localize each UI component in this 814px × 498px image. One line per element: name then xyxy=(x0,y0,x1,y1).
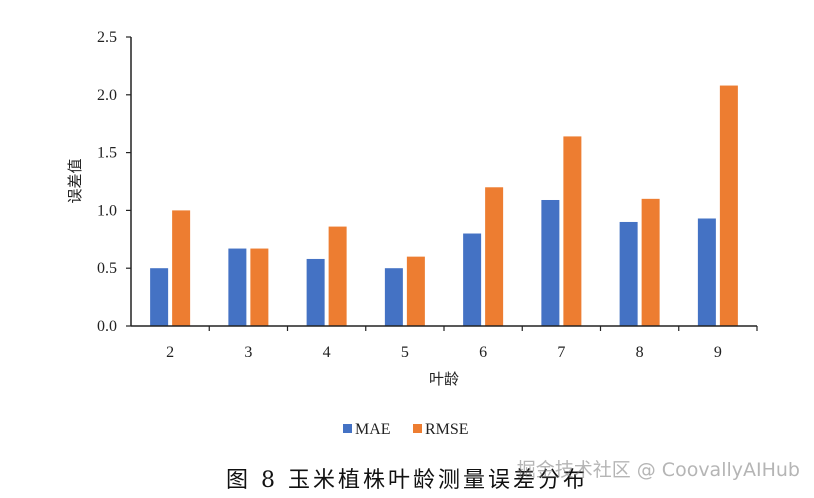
figure-caption: 图 8 玉米植株叶龄测量误差分布 xyxy=(226,468,588,493)
y-tick-label: 1.0 xyxy=(97,202,117,219)
legend-swatch-mae xyxy=(343,424,352,433)
y-tick-label: 1.5 xyxy=(97,145,117,162)
x-tick-label: 6 xyxy=(479,344,487,361)
watermark: 掘金技术社区 @ CoovallyAIHub xyxy=(516,459,800,481)
bar-rmse-7 xyxy=(563,136,582,326)
legend-swatch-rmse xyxy=(413,424,422,433)
legend: MAE RMSE xyxy=(343,421,469,438)
bar-rmse-3 xyxy=(250,248,269,326)
y-tick-label: 0.5 xyxy=(97,260,117,277)
x-tick-label: 9 xyxy=(714,344,722,361)
y-tick-label: 0.0 xyxy=(97,318,117,335)
y-axis-title: 误差值 xyxy=(66,158,84,203)
x-ticks-group: 2 3 4 5 6 7 8 9 xyxy=(166,326,758,361)
x-axis-title: 叶龄 xyxy=(429,370,459,388)
y-tick-label: 2.0 xyxy=(97,87,117,104)
bars-group xyxy=(150,85,738,326)
y-ticks-group: 0.0 0.5 1.0 1.5 2.0 2.5 xyxy=(97,29,131,335)
bar-rmse-9 xyxy=(719,85,738,326)
legend-label-rmse: RMSE xyxy=(425,421,469,438)
bar-mae-7 xyxy=(541,199,560,326)
bar-rmse-6 xyxy=(485,187,504,326)
bar-rmse-8 xyxy=(641,198,660,326)
x-tick-label: 4 xyxy=(323,344,331,361)
bar-mae-9 xyxy=(697,218,716,326)
legend-label-mae: MAE xyxy=(355,421,391,438)
bar-mae-6 xyxy=(463,233,482,326)
x-tick-label: 3 xyxy=(244,344,252,361)
bar-mae-2 xyxy=(150,268,169,326)
y-tick-label: 2.5 xyxy=(97,29,117,46)
bar-rmse-2 xyxy=(172,210,191,326)
x-tick-label: 7 xyxy=(557,344,565,361)
bar-mae-5 xyxy=(384,268,403,326)
x-tick-label: 2 xyxy=(166,344,174,361)
bar-rmse-4 xyxy=(328,226,347,326)
x-tick-label: 8 xyxy=(636,344,644,361)
bar-rmse-5 xyxy=(406,256,425,326)
bar-mae-8 xyxy=(619,221,638,326)
x-tick-label: 5 xyxy=(401,344,409,361)
bar-mae-4 xyxy=(306,258,325,326)
bar-mae-3 xyxy=(228,248,247,326)
